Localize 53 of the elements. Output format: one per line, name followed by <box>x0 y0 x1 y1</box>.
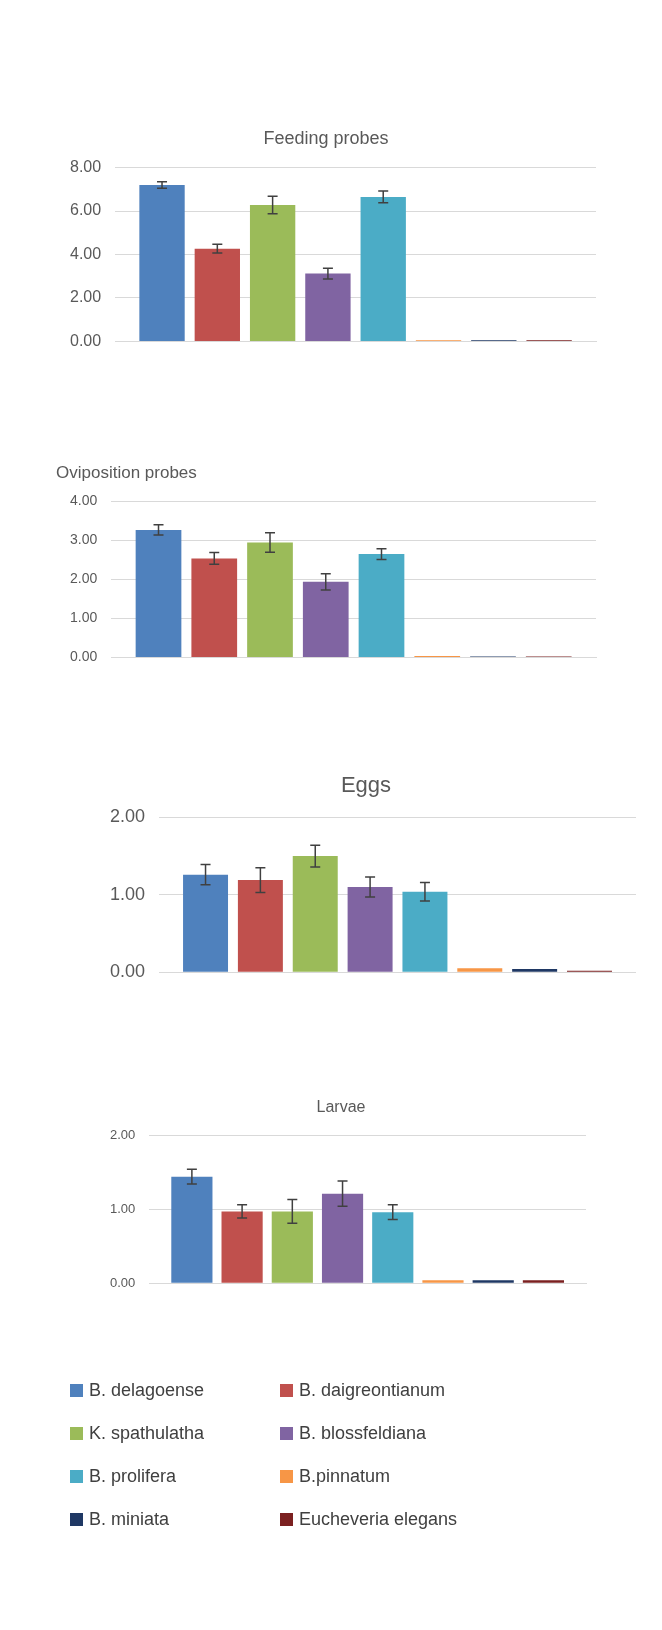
y-tick-label: 3.00 <box>70 531 98 548</box>
y-tick-label: 2.00 <box>109 1126 136 1142</box>
legend-label: B. delagoense <box>88 1380 206 1401</box>
bar <box>194 248 240 341</box>
legend-label: B. prolifera <box>88 1466 178 1487</box>
bar <box>221 1211 263 1283</box>
chart-title: Oviposition probes <box>56 462 197 482</box>
bar <box>249 204 296 341</box>
bar <box>422 1280 464 1283</box>
bar <box>512 969 558 972</box>
legend-label: K. spathulatha <box>88 1423 206 1444</box>
bar <box>522 1280 565 1283</box>
bar <box>305 273 351 341</box>
y-tick-label: 0.00 <box>70 648 98 665</box>
bar <box>135 529 182 658</box>
bar <box>271 1211 313 1283</box>
bar <box>347 887 393 972</box>
legend-label: Eucheveria elegans <box>298 1509 459 1530</box>
y-tick-label: 2.00 <box>70 570 98 587</box>
bar <box>358 554 405 658</box>
bar <box>360 196 406 341</box>
y-tick-label: 2.00 <box>70 288 102 306</box>
y-tick-label: 6.00 <box>70 201 102 219</box>
y-tick-label: 4.00 <box>70 244 102 262</box>
bar <box>472 1280 514 1283</box>
bar <box>302 581 349 658</box>
y-tick-label: 0.00 <box>109 1274 136 1290</box>
y-tick-label: 1.00 <box>109 1200 136 1216</box>
legend-label: B. miniata <box>88 1509 171 1530</box>
y-tick-label: 4.00 <box>70 492 98 509</box>
chart-title: Feeding probes <box>263 127 389 148</box>
bar <box>139 184 185 341</box>
bar <box>171 1176 213 1283</box>
legend-label: B. blossfeldiana <box>298 1423 428 1444</box>
y-tick-label: 1.00 <box>109 883 146 904</box>
bar <box>402 891 448 972</box>
legend-label: B.pinnatum <box>298 1466 392 1487</box>
y-tick-label: 0.00 <box>109 961 146 982</box>
bar <box>191 558 238 658</box>
chart-title: Larvae <box>316 1098 366 1116</box>
y-tick-label: 0.00 <box>70 331 102 349</box>
bar <box>372 1212 414 1283</box>
bar <box>457 968 503 972</box>
bar <box>247 542 293 658</box>
bar <box>183 874 229 972</box>
y-tick-label: 2.00 <box>109 806 146 827</box>
legend-label: B. daigreontianum <box>298 1380 447 1401</box>
y-tick-label: 8.00 <box>70 158 102 176</box>
bar <box>292 856 338 972</box>
bar <box>321 1193 364 1283</box>
chart-title: Eggs <box>340 772 392 798</box>
bar <box>237 880 283 972</box>
y-tick-label: 1.00 <box>70 609 98 626</box>
